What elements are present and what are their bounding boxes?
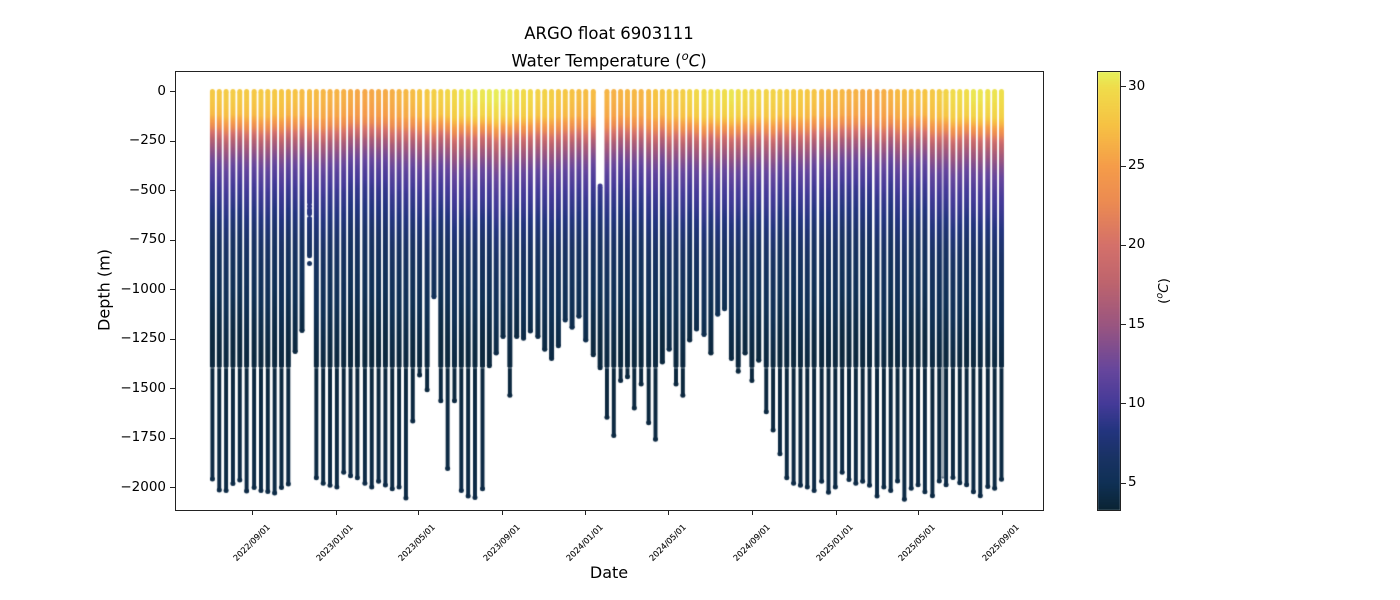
- y-tick-mark: [170, 437, 175, 439]
- y-tick-mark: [170, 91, 175, 92]
- colorbar-tick-mark: [1121, 244, 1126, 246]
- y-tick-label: −2000: [120, 478, 166, 495]
- x-tick-mark: [252, 510, 254, 515]
- chart-title-line2-text: Water Temperature (: [511, 51, 682, 71]
- colorbar-tick-label: 20: [1128, 236, 1146, 253]
- chart-title-close-paren: ): [700, 51, 707, 71]
- plot-area: [175, 71, 1044, 511]
- chart-title-degree-sup: o: [681, 49, 689, 63]
- colorbar-label-close-paren: ): [1155, 278, 1172, 284]
- y-tick-label: 0: [157, 82, 166, 99]
- y-tick-mark: [170, 190, 175, 192]
- y-tick-mark: [170, 140, 175, 142]
- chart-title-line1: ARGO float 6903111: [524, 24, 694, 43]
- colorbar-label-degree-sup: o: [1154, 292, 1166, 299]
- x-tick-mark: [501, 510, 503, 515]
- colorbar-tick-mark: [1121, 482, 1126, 484]
- colorbar-tick-label: 5: [1128, 474, 1137, 491]
- x-tick-mark: [917, 510, 919, 515]
- x-tick-mark: [335, 510, 337, 515]
- y-tick-mark: [170, 487, 175, 489]
- y-tick-label: −1250: [120, 330, 166, 347]
- y-tick-mark: [170, 388, 175, 390]
- y-tick-mark: [170, 289, 175, 291]
- colorbar-tick-mark: [1121, 324, 1126, 326]
- colorbar-tick-mark: [1121, 86, 1126, 88]
- y-tick-label: −250: [128, 132, 166, 149]
- colorbar-tick-label: 25: [1128, 157, 1146, 174]
- chart-title-unit: C: [688, 51, 701, 71]
- x-tick-mark: [585, 510, 587, 515]
- colorbar-tick-mark: [1121, 403, 1126, 405]
- colorbar-label-open-paren: (: [1155, 298, 1172, 304]
- y-tick-label: −1500: [120, 379, 166, 396]
- colorbar-tick-mark: [1121, 165, 1126, 167]
- colorbar-label-unit: C: [1155, 283, 1172, 293]
- y-tick-mark: [170, 338, 175, 340]
- y-axis-label-text: Depth (m): [94, 249, 114, 331]
- y-tick-label: −500: [128, 181, 166, 198]
- x-tick-mark: [417, 510, 419, 515]
- x-tick-mark: [1001, 510, 1003, 515]
- x-tick-mark: [752, 510, 754, 515]
- chart-title-line2: Water Temperature (oC): [209, 45, 1009, 73]
- colorbar-tick-label: 10: [1128, 394, 1146, 411]
- x-axis-label: Date: [589, 563, 629, 582]
- y-tick-label: −1000: [120, 280, 166, 297]
- y-tick-label: −1750: [120, 429, 166, 446]
- colorbar-label-text: (oC): [1154, 278, 1172, 304]
- x-tick-mark: [667, 510, 669, 515]
- x-tick-mark: [835, 510, 837, 515]
- colorbar-tick-label: 15: [1128, 315, 1146, 332]
- y-tick-mark: [170, 239, 175, 241]
- colorbar: [1097, 71, 1121, 511]
- y-tick-label: −750: [128, 231, 166, 248]
- chart-title: ARGO float 6903111 Water Temperature (oC…: [209, 22, 1009, 73]
- colorbar-tick-label: 30: [1128, 77, 1146, 94]
